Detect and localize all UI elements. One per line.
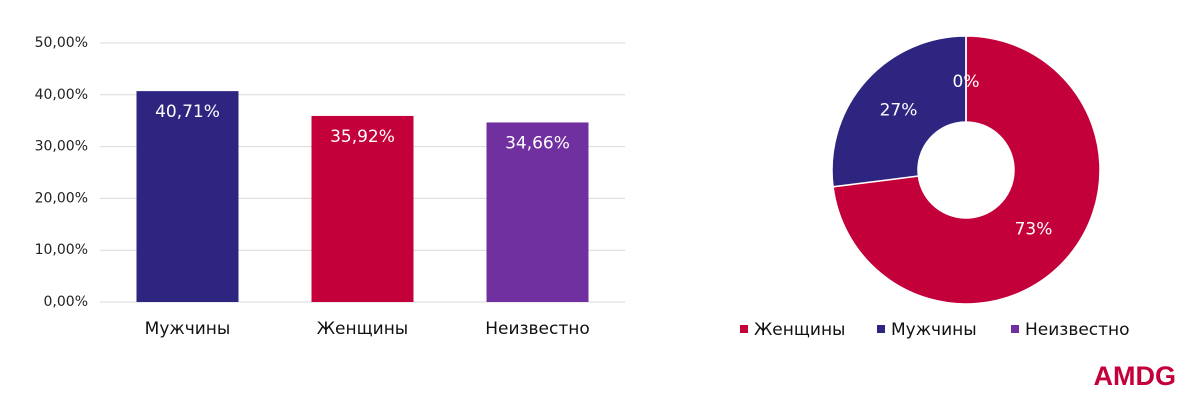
legend-swatch: [877, 325, 885, 333]
bar: [311, 115, 414, 302]
y-tick-label: 0,00%: [44, 294, 88, 310]
y-tick-label: 50,00%: [35, 35, 88, 51]
bar: [136, 91, 239, 303]
value-label: 34,66%: [505, 133, 570, 153]
donut-segment: [831, 35, 967, 188]
y-tick-label: 40,00%: [35, 87, 88, 103]
bar: [486, 122, 589, 302]
value-label: 35,92%: [330, 127, 395, 147]
x-tick-label: Мужчины: [145, 319, 231, 339]
value-label: 73%: [1015, 220, 1053, 240]
value-label: 40,71%: [155, 102, 220, 122]
y-tick-label: 10,00%: [35, 242, 88, 258]
x-tick-label: Неизвестно: [485, 319, 590, 339]
value-label: 0%: [953, 72, 980, 92]
value-label: 27%: [880, 100, 918, 120]
donut-segment: [832, 35, 1101, 305]
y-tick-label: 30,00%: [35, 139, 88, 155]
legend-swatch: [1011, 325, 1019, 333]
brand-logo: AMDG: [1093, 361, 1177, 391]
legend-label: Женщины: [754, 320, 845, 340]
x-tick-label: Женщины: [317, 319, 408, 339]
legend-swatch: [740, 325, 748, 333]
legend-label: Мужчины: [891, 320, 977, 340]
y-tick-label: 20,00%: [35, 190, 88, 206]
legend-label: Неизвестно: [1025, 320, 1130, 340]
